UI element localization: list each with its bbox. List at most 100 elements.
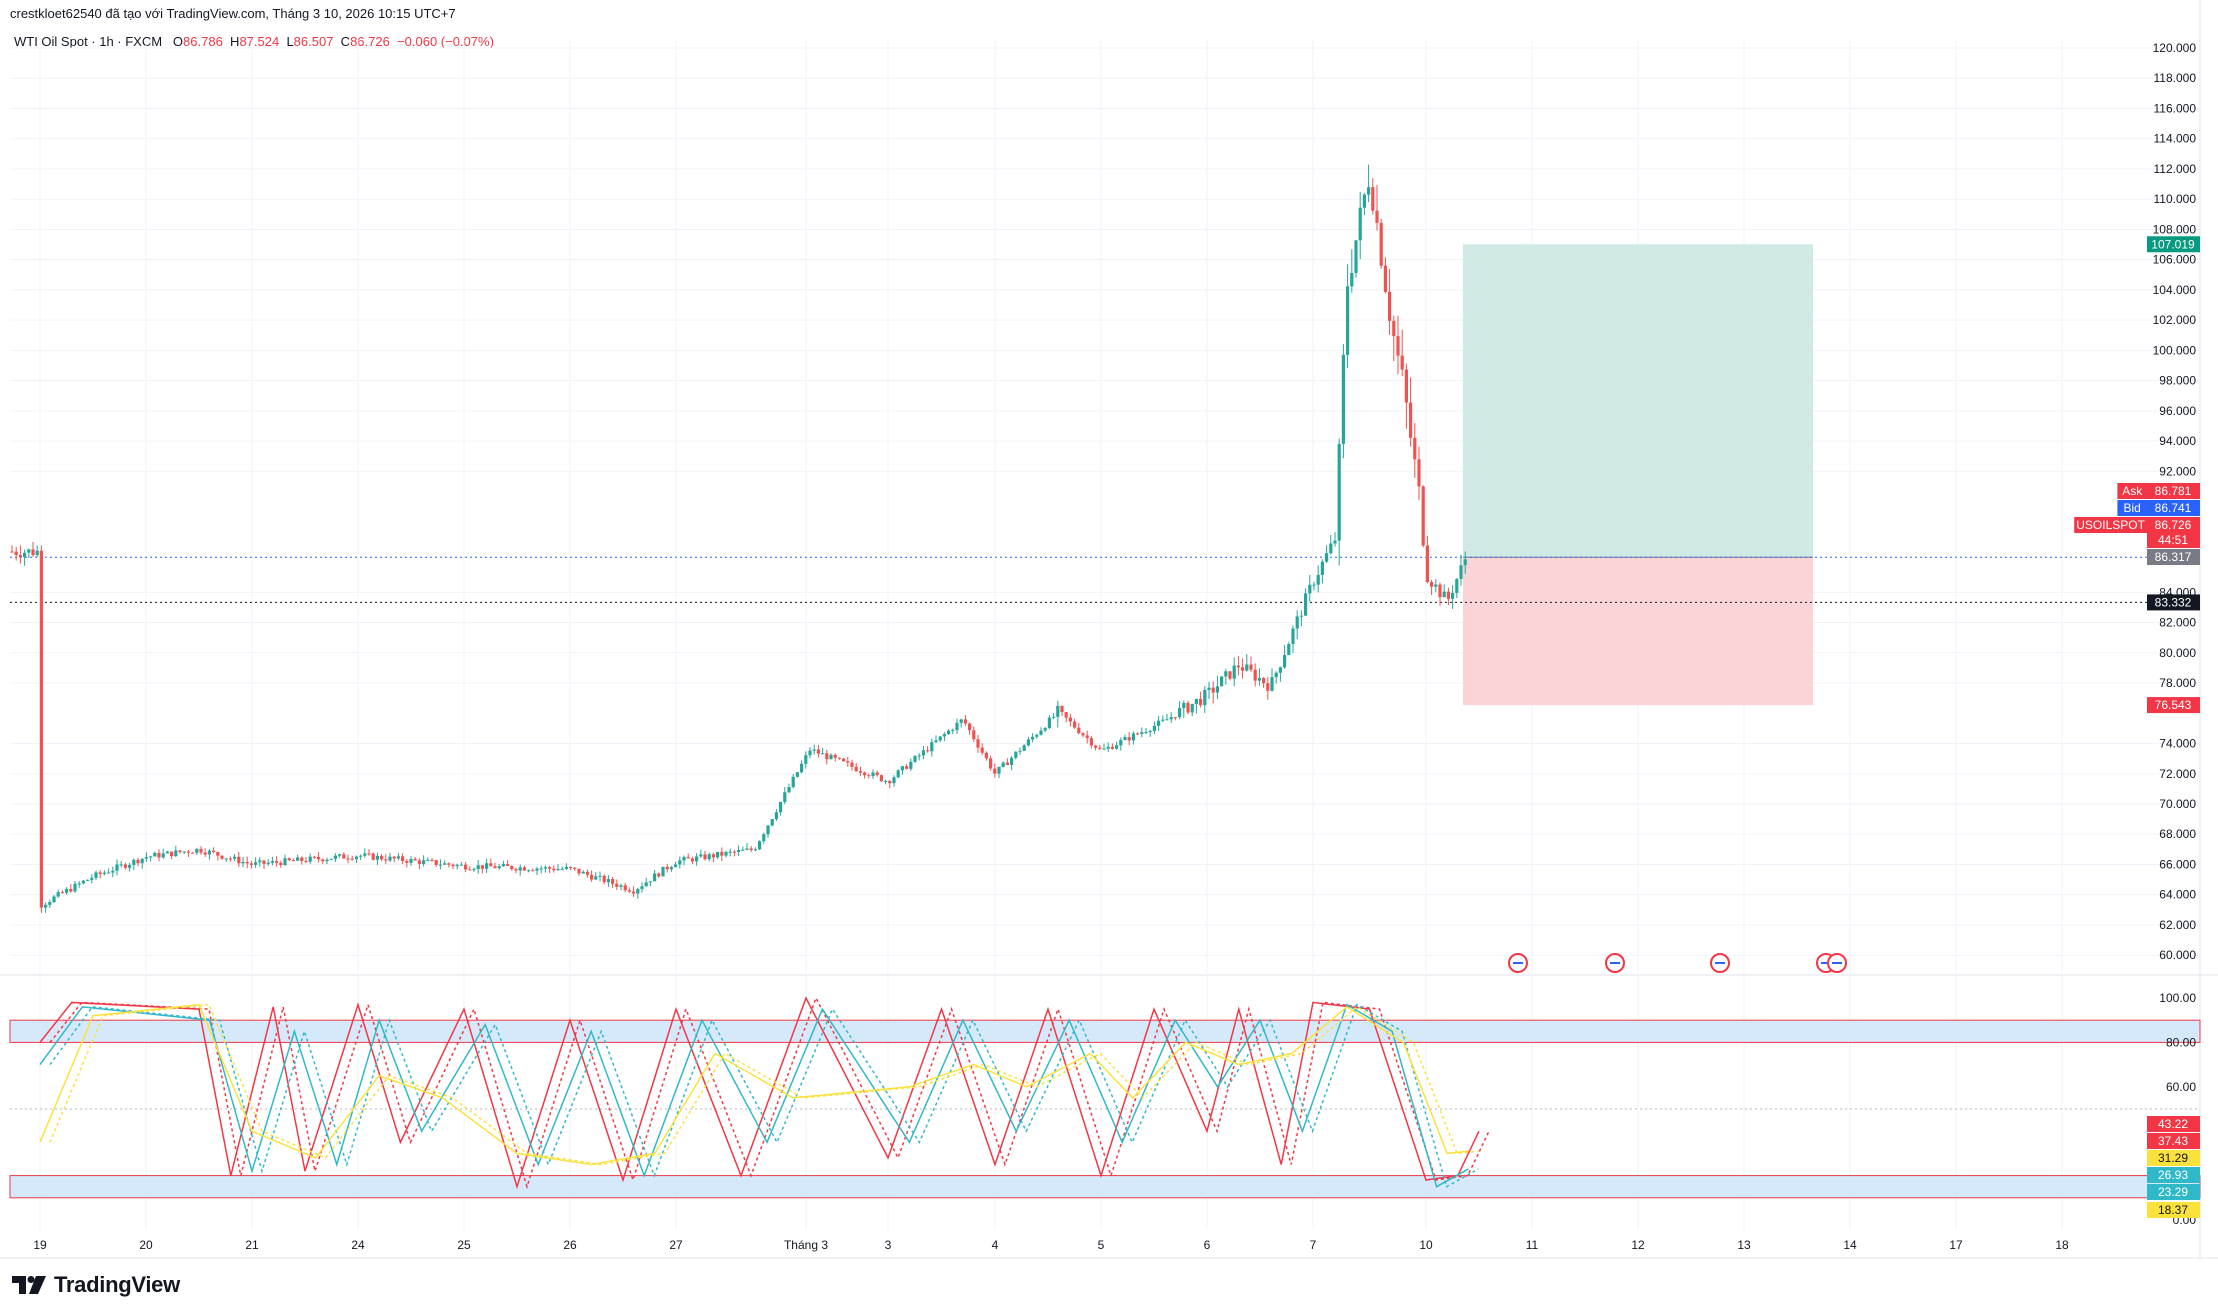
candle-body (548, 867, 552, 869)
candle-body (203, 852, 207, 855)
price-tag-value: 86.317 (2155, 550, 2192, 564)
candle-body (1178, 708, 1182, 718)
candle-body (1430, 582, 1434, 587)
candle-body (1140, 732, 1144, 734)
osc-value-tag-bg (2147, 1150, 2200, 1166)
candle-body (1102, 748, 1106, 750)
y-tick-label: 72.000 (2159, 767, 2196, 781)
y-tick-label: 64.000 (2159, 888, 2196, 902)
candle-body (1257, 677, 1261, 681)
candle-body (972, 730, 976, 740)
candle-body (300, 857, 304, 861)
candle-body (737, 850, 741, 852)
candle-body (800, 763, 804, 773)
x-tick-label: 10 (1419, 1238, 1433, 1252)
candle-body (678, 860, 682, 865)
candle-body (438, 864, 442, 866)
x-tick-label: 24 (351, 1238, 365, 1252)
candle-body (1299, 615, 1303, 617)
candle-body (144, 857, 148, 859)
candle-body (1119, 740, 1123, 746)
candle-body (1459, 565, 1463, 580)
x-tick-label: 3 (885, 1238, 892, 1252)
candle-body (287, 858, 291, 861)
candle-body (1194, 698, 1198, 704)
candle-body (220, 855, 224, 859)
low-value: 86.507 (293, 34, 334, 49)
candle-body (690, 858, 694, 862)
candle-body (938, 736, 942, 741)
candle-body (527, 870, 531, 872)
candle-body (1077, 727, 1081, 734)
stochastic-line (39, 1003, 1469, 1188)
x-tick-label: 4 (992, 1238, 999, 1252)
candle-body (459, 864, 463, 866)
candle-body (842, 758, 846, 762)
candle-body (1203, 689, 1207, 706)
candle-body (392, 856, 396, 859)
candle-body (1047, 717, 1051, 729)
candle-body (543, 867, 547, 869)
candle-body (258, 860, 262, 863)
price-tag-value: 107.019 (2151, 237, 2195, 251)
symbol-name[interactable]: WTI Oil Spot · 1h · FXCM (14, 34, 163, 49)
candle-body (1442, 591, 1446, 598)
x-tick-label: 14 (1843, 1238, 1857, 1252)
candle-body (1098, 747, 1102, 749)
candle-body (136, 859, 140, 864)
candle-body (606, 879, 610, 883)
candle-body (1215, 686, 1219, 693)
candle-body (346, 858, 350, 860)
candle-body (762, 834, 766, 842)
candle-body (989, 758, 993, 769)
candle-body (111, 870, 115, 873)
stochastic-line-signal (49, 1003, 1479, 1166)
candle-body (993, 768, 997, 774)
candle-body (1211, 687, 1215, 693)
candle-body (758, 841, 762, 850)
candle-body (1375, 210, 1379, 223)
osc-value-tag: 43.22 (2158, 1117, 2188, 1131)
candle-body (879, 775, 883, 782)
candle-body (510, 866, 514, 870)
candle-body (1388, 291, 1392, 321)
candle-body (884, 781, 888, 783)
symbol-legend: WTI Oil Spot · 1h · FXCM O86.786 H87.524… (14, 34, 494, 49)
candle-body (1325, 553, 1329, 562)
candle-body (434, 860, 438, 865)
candle-body (81, 880, 85, 884)
candle-body (1136, 733, 1140, 735)
candle-body (1094, 745, 1098, 748)
candle-body (119, 864, 123, 866)
candle-body (1371, 187, 1375, 211)
candle-body (384, 859, 388, 861)
candle-body (695, 856, 699, 862)
price-tag-label-bg (2117, 483, 2147, 499)
candle-body (1043, 728, 1047, 731)
candle-body (338, 854, 342, 856)
candle-body (1190, 703, 1194, 713)
x-tick-label: 6 (1204, 1238, 1211, 1252)
candle-body (170, 851, 174, 857)
y-tick-label: 68.000 (2159, 827, 2196, 841)
x-tick-label: 5 (1098, 1238, 1105, 1252)
y-tick-label: 74.000 (2159, 737, 2196, 751)
candle-body (380, 855, 384, 860)
osc-y-tick-label: 100.00 (2159, 991, 2196, 1005)
candle-body (216, 852, 220, 856)
candle-body (703, 854, 707, 860)
price-tag-value: 44:51 (2158, 533, 2188, 547)
candle-body (312, 856, 316, 858)
candle-body (648, 881, 652, 883)
x-tick-label: 25 (457, 1238, 471, 1252)
candle-body (632, 891, 636, 894)
candle-body (1207, 687, 1211, 690)
candle-body (1262, 677, 1266, 684)
candle-body (1270, 677, 1274, 691)
candle-body (1413, 437, 1417, 460)
price-tag-label: USOILSPOT (2076, 518, 2145, 532)
candle-body (1312, 584, 1316, 586)
candle-body (934, 740, 938, 743)
profit-zone (1463, 244, 1813, 558)
